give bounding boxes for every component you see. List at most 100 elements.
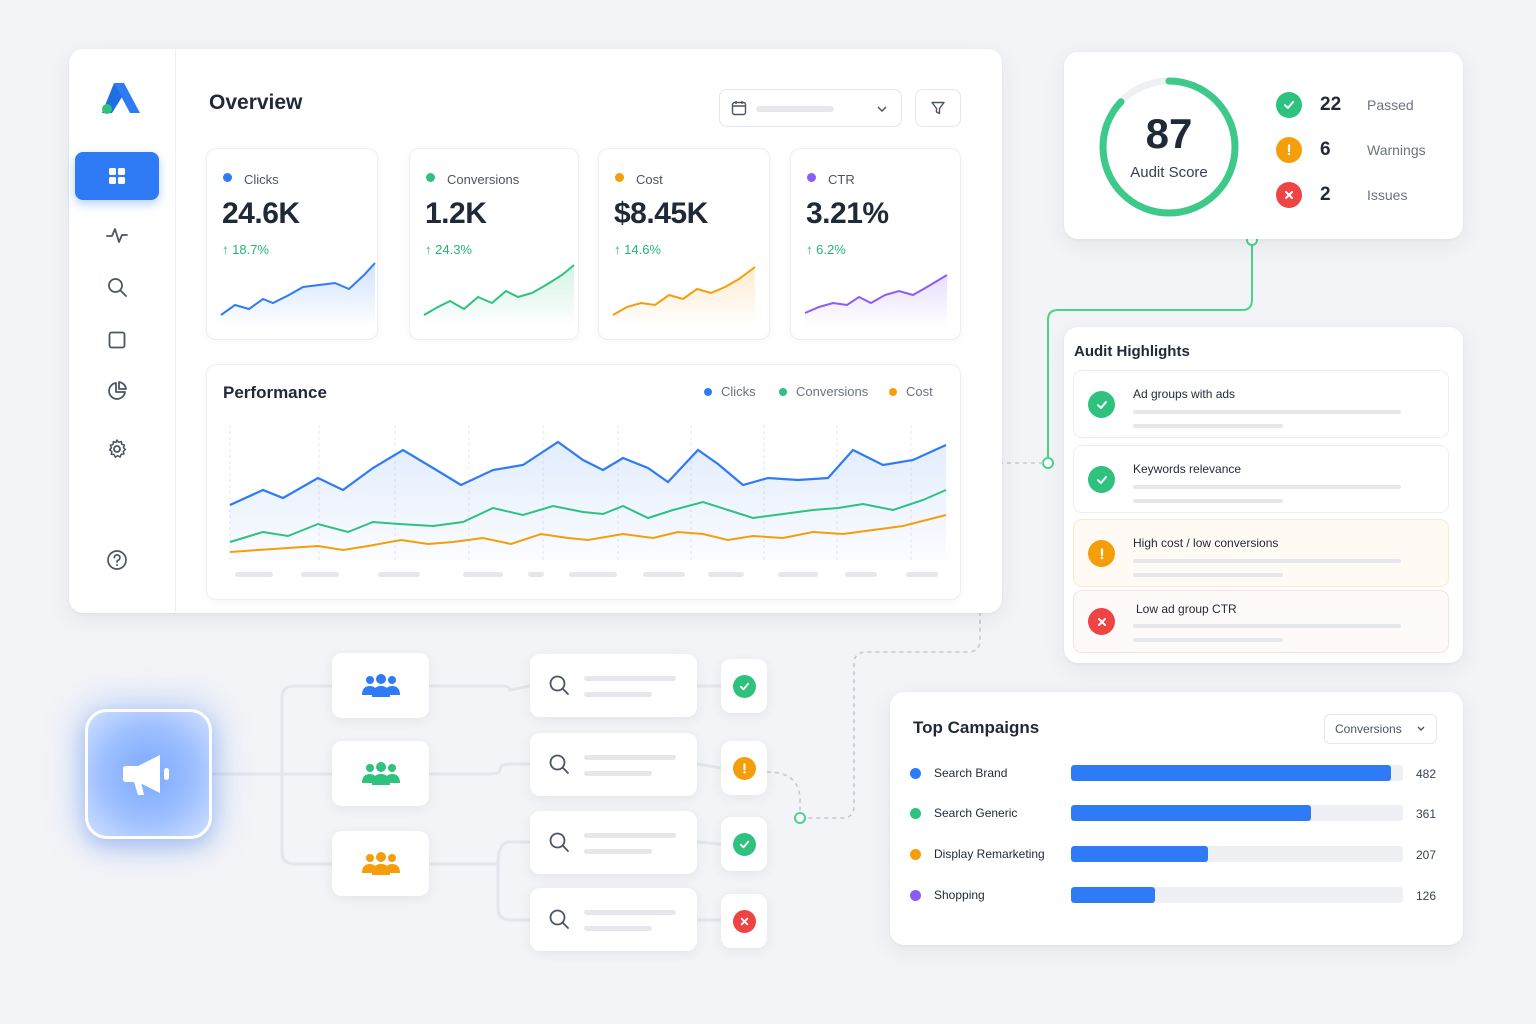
sidebar-item-pages[interactable] xyxy=(75,316,159,364)
keyword-search-card[interactable] xyxy=(530,888,697,951)
stat-count: 22 xyxy=(1320,94,1342,115)
audit-item-low-ctr[interactable]: Low ad group CTR xyxy=(1073,590,1449,653)
stat-label: Warnings xyxy=(1367,142,1426,158)
placeholder-bar xyxy=(1133,499,1283,503)
audit-item-ad-groups[interactable]: Ad groups with ads xyxy=(1073,370,1449,438)
calendar-icon xyxy=(731,101,747,116)
audit-score-label: Audit Score xyxy=(1130,164,1208,181)
sidebar-item-help[interactable] xyxy=(75,536,159,584)
status-card xyxy=(721,659,767,713)
metric-card-cost[interactable]: Cost $8.45K ↑ 14.6% xyxy=(598,148,770,340)
placeholder-bar xyxy=(1133,410,1401,414)
audit-score-value: 87 xyxy=(1145,110,1193,157)
keyword-search-card[interactable] xyxy=(530,811,697,874)
campaign-row[interactable]: Display Remarketing 207 xyxy=(910,844,1440,864)
metric-card-ctr[interactable]: CTR 3.21% ↑ 6.2% xyxy=(790,148,961,340)
metric-dot xyxy=(615,173,624,182)
stat-row-passed: 22 Passed xyxy=(1276,92,1414,118)
campaign-dot xyxy=(910,808,921,819)
stat-label: Passed xyxy=(1367,97,1414,113)
metric-select[interactable]: Conversions xyxy=(1324,714,1437,744)
keyword-search-card[interactable] xyxy=(530,654,697,717)
google-ads-logo xyxy=(102,83,140,114)
error-icon xyxy=(732,909,756,933)
metric-change-value: 6.2% xyxy=(816,242,846,257)
campaign-value: 482 xyxy=(1416,767,1437,781)
status-card xyxy=(721,741,767,795)
campaign-bar xyxy=(1071,846,1209,862)
audit-item-high-cost[interactable]: High cost / low conversions xyxy=(1073,519,1449,587)
metric-change: ↑ 24.3% xyxy=(425,242,472,257)
campaign-bar-track xyxy=(1071,846,1403,862)
metric-card-conversions[interactable]: Conversions 1.2K ↑ 24.3% xyxy=(409,148,579,340)
users-icon xyxy=(361,673,400,697)
check-icon xyxy=(732,832,756,856)
performance-chart xyxy=(229,425,947,577)
sidebar-item-activity[interactable] xyxy=(75,211,159,259)
stat-row-warnings: 6 Warnings xyxy=(1276,137,1426,163)
legend-dot xyxy=(704,387,712,396)
metric-change-value: 24.3% xyxy=(435,242,472,257)
error-icon xyxy=(1276,182,1302,208)
campaign-name: Search Generic xyxy=(934,806,1018,820)
campaign-source-card[interactable] xyxy=(85,709,212,839)
metric-change: ↑ 18.7% xyxy=(222,242,269,257)
warning-icon xyxy=(1088,540,1115,567)
campaign-bar xyxy=(1071,887,1155,903)
audit-item-label: Low ad group CTR xyxy=(1136,602,1237,616)
campaign-row[interactable]: Shopping 126 xyxy=(910,885,1440,905)
sidebar-item-search[interactable] xyxy=(75,263,159,311)
keyword-search-card[interactable] xyxy=(530,733,697,796)
placeholder-bar xyxy=(1133,638,1283,642)
date-range-select[interactable] xyxy=(719,89,902,127)
metric-change: ↑ 6.2% xyxy=(806,242,846,257)
warning-icon xyxy=(1276,137,1302,163)
metric-label: Cost xyxy=(636,172,663,187)
campaign-row[interactable]: Search Brand 482 xyxy=(910,763,1440,783)
audit-item-label: Keywords relevance xyxy=(1133,462,1242,476)
stat-count: 2 xyxy=(1320,184,1331,205)
placeholder-bar xyxy=(584,833,676,838)
date-range-placeholder xyxy=(756,106,834,112)
legend-item-conversions: Conversions xyxy=(779,384,868,399)
metric-change: ↑ 14.6% xyxy=(614,242,661,257)
metric-change-value: 14.6% xyxy=(624,242,661,257)
sparkline-cost xyxy=(612,266,756,327)
performance-title: Performance xyxy=(223,383,327,402)
audit-item-keywords[interactable]: Keywords relevance xyxy=(1073,445,1449,513)
sidebar-item-settings[interactable] xyxy=(75,425,159,473)
warning-icon xyxy=(732,756,756,780)
audit-highlights-card: Audit Highlights Ad groups with ads Keyw… xyxy=(1064,327,1463,663)
campaign-name: Display Remarketing xyxy=(934,847,1045,861)
page-title: Overview xyxy=(209,91,303,114)
campaign-bar xyxy=(1071,805,1311,821)
search-icon xyxy=(549,832,569,852)
audience-group-card[interactable] xyxy=(332,741,429,806)
placeholder-bar xyxy=(584,849,652,854)
metric-change-value: 18.7% xyxy=(232,242,269,257)
legend-item-clicks: Clicks xyxy=(704,384,756,399)
sparkline-conversions xyxy=(423,264,575,327)
placeholder-bar xyxy=(1133,485,1401,489)
sidebar-item-reports[interactable] xyxy=(75,367,159,415)
gear-icon xyxy=(108,439,127,458)
placeholder-bar xyxy=(1133,573,1283,577)
help-icon xyxy=(107,550,127,570)
sparkline-ctr xyxy=(804,274,948,327)
audit-highlights-title: Audit Highlights xyxy=(1074,343,1190,360)
metric-card-clicks[interactable]: Clicks 24.6K ↑ 18.7% xyxy=(206,148,378,340)
metric-value: $8.45K xyxy=(614,197,708,230)
placeholder-bar xyxy=(584,926,652,931)
campaign-bar-track xyxy=(1071,805,1403,821)
status-card xyxy=(721,817,767,871)
placeholder-bar xyxy=(584,771,652,776)
search-icon xyxy=(108,278,127,297)
check-icon xyxy=(1276,92,1302,118)
audience-group-card[interactable] xyxy=(332,653,429,718)
filter-button[interactable] xyxy=(915,89,961,127)
audience-group-card[interactable] xyxy=(332,831,429,896)
status-card xyxy=(721,894,767,948)
sidebar-item-dashboard[interactable] xyxy=(75,152,159,200)
metric-value: 3.21% xyxy=(806,197,889,230)
campaign-row[interactable]: Search Generic 361 xyxy=(910,803,1440,823)
